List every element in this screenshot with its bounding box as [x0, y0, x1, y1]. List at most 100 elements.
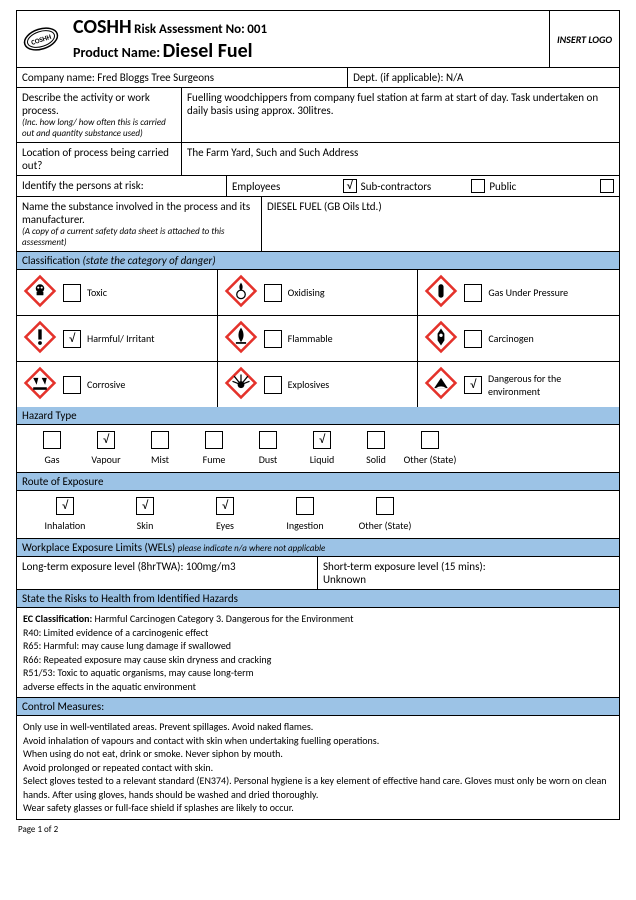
route-label: Ingestion [286, 519, 323, 532]
risk-line: R65: Harmful: may cause lung damage if s… [23, 639, 613, 653]
route-label: Skin [137, 519, 154, 532]
hazard-checkbox[interactable] [43, 431, 61, 449]
hazard-checkbox[interactable]: √ [313, 431, 331, 449]
classification-label: Corrosive [87, 378, 125, 391]
wels-long-value: 100mg/m3 [186, 560, 236, 573]
classification-cell: Gas Under Pressure [418, 270, 619, 316]
hazard-checkbox[interactable] [421, 431, 439, 449]
hazard-label: Vapour [91, 453, 120, 466]
insert-logo-cell: INSERT LOGO [549, 11, 619, 67]
hazard-label: Gas [44, 453, 59, 466]
control-line: Only use in well-ventilated areas. Preve… [23, 720, 613, 734]
route-row: √ Inhalation √ Skin √ Eyes Ingestion Oth… [17, 491, 619, 539]
classification-hint: (state the category of danger) [83, 254, 216, 267]
wels-row: Long-term exposure level (8hrTWA): 100mg… [17, 557, 619, 590]
control-line: Select gloves tested to a relevant stand… [23, 774, 613, 801]
classification-cell: Corrosive [17, 362, 218, 407]
classification-checkbox[interactable] [264, 376, 282, 394]
hazard-checkbox[interactable]: √ [97, 431, 115, 449]
classification-checkbox[interactable] [464, 330, 482, 348]
hazard-item: Gas [25, 431, 79, 466]
ghs-pictogram-icon [224, 274, 258, 311]
substance-label: Name the substance involved in the proce… [22, 200, 256, 226]
activity-label: Describe the activity or work process. [22, 91, 176, 117]
route-checkbox[interactable] [376, 497, 394, 515]
route-item: √ Inhalation [25, 497, 105, 532]
person-checkbox[interactable] [600, 179, 614, 193]
route-label: Other (State) [359, 519, 412, 532]
location-label: Location of process being carried out? [17, 143, 182, 175]
activity-hint: (Inc. how long/ how often this is carrie… [22, 117, 176, 139]
classification-checkbox[interactable] [264, 284, 282, 302]
classification-cell: Carcinogen [418, 316, 619, 362]
classification-label: Carcinogen [488, 332, 533, 345]
hazard-checkbox[interactable] [367, 431, 385, 449]
ghs-pictogram-icon [23, 320, 57, 357]
classification-checkbox[interactable]: √ [464, 376, 482, 394]
route-label: Inhalation [45, 519, 86, 532]
wels-short-label: Short-term exposure level (15 mins): [323, 560, 614, 573]
ghs-pictogram-icon [23, 366, 57, 403]
product-label: Product Name: [73, 44, 160, 61]
person-checkbox[interactable]: √ [343, 179, 357, 193]
hazard-checkbox[interactable] [205, 431, 223, 449]
hazard-item: √ Liquid [295, 431, 349, 466]
classification-grid: Toxic Oxidising Gas Under Pressure √ Har… [17, 270, 619, 407]
classification-checkbox[interactable] [63, 376, 81, 394]
control-line: Wear safety glasses or full-face shield … [23, 801, 613, 815]
control-line: When using do not eat, drink or smoke. N… [23, 747, 613, 761]
person-opt-label: Public [489, 180, 596, 193]
person-checkbox[interactable] [471, 179, 485, 193]
company-row: Company name: Fred Bloggs Tree Surgeons … [17, 68, 619, 88]
route-checkbox[interactable] [296, 497, 314, 515]
location-row: Location of process being carried out? T… [17, 143, 619, 176]
classification-header: Classification (state the category of da… [17, 252, 619, 270]
activity-value: Fuelling woodchippers from company fuel … [182, 88, 619, 142]
controls-block: Only use in well-ventilated areas. Preve… [17, 716, 619, 819]
classification-cell: Flammable [218, 316, 419, 362]
coshh-logo-cell: COSHH [17, 11, 65, 67]
route-label: Eyes [216, 519, 234, 532]
route-checkbox[interactable]: √ [136, 497, 154, 515]
controls-header: Control Measures: [17, 698, 619, 716]
hazard-label: Dust [259, 453, 278, 466]
risk-line: R40: Limited evidence of a carcinogenic … [23, 626, 613, 640]
route-item: √ Eyes [185, 497, 265, 532]
hazard-item: Dust [241, 431, 295, 466]
risk-line: EC Classification: Harmful Carcinogen Ca… [23, 612, 613, 626]
classification-checkbox[interactable]: √ [63, 330, 81, 348]
wels-short-value: Unknown [323, 573, 614, 586]
dept-label: Dept. (if applicable): [353, 71, 443, 84]
hazard-type-header: Hazard Type [17, 407, 619, 425]
hazard-item: Fume [187, 431, 241, 466]
control-line: Avoid inhalation of vapours and contact … [23, 734, 613, 748]
company-value: Fred Bloggs Tree Surgeons [97, 71, 214, 84]
classification-label: Flammable [288, 332, 333, 345]
hazard-type-row: Gas √ Vapour Mist Fume Dust √ Liquid Sol… [17, 425, 619, 473]
form-page: COSHH COSHH Risk Assessment No: 001 Prod… [16, 10, 620, 820]
hazard-item: Mist [133, 431, 187, 466]
product-name: Diesel Fuel [163, 39, 253, 63]
route-checkbox[interactable]: √ [56, 497, 74, 515]
hazard-checkbox[interactable] [259, 431, 277, 449]
route-checkbox[interactable]: √ [216, 497, 234, 515]
ghs-pictogram-icon [224, 366, 258, 403]
classification-checkbox[interactable] [464, 284, 482, 302]
risk-label: Risk Assessment No: [134, 22, 245, 37]
control-line: Avoid prolonged or repeated contact with… [23, 761, 613, 775]
classification-title: Classification [22, 254, 80, 267]
risk-line: R51/53: Toxic to aquatic organisms, may … [23, 666, 613, 680]
coshh-logo-icon: COSHH [21, 19, 61, 59]
hazard-checkbox[interactable] [151, 431, 169, 449]
route-item: Ingestion [265, 497, 345, 532]
risk-no: 001 [247, 22, 267, 37]
ghs-pictogram-icon [424, 320, 458, 357]
ghs-pictogram-icon [23, 274, 57, 311]
classification-checkbox[interactable] [264, 330, 282, 348]
hazard-label: Other (State) [404, 453, 457, 466]
classification-checkbox[interactable] [63, 284, 81, 302]
classification-label: Oxidising [288, 286, 325, 299]
classification-cell: Explosives [218, 362, 419, 407]
risk-line: adverse effects in the aquatic environme… [23, 680, 613, 694]
hazard-label: Solid [366, 453, 386, 466]
